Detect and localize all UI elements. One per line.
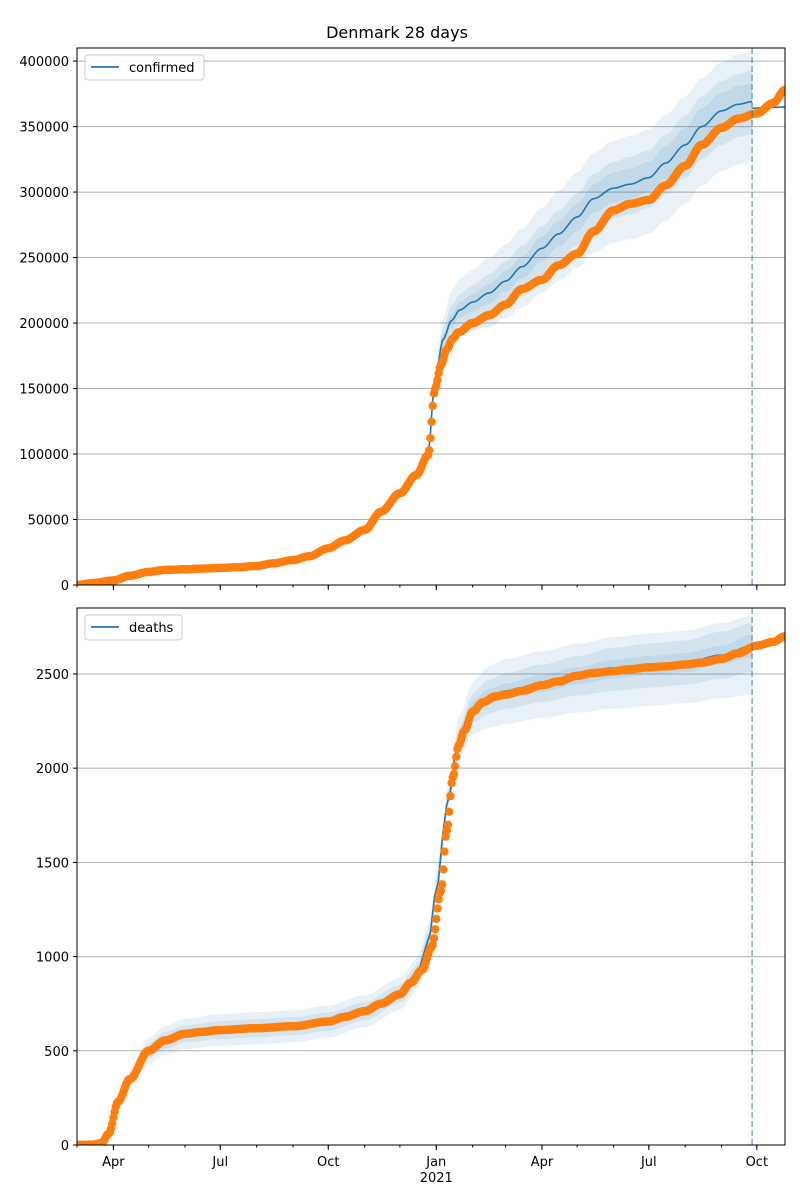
observed-point (449, 770, 459, 779)
bottom-gridlines (77, 673, 785, 1052)
top-panel: 0 50000 100000 150000 200000 250000 300000 3500… (19, 47, 786, 594)
confidence-band (108, 623, 753, 1136)
x-tick-label: Oct (317, 1155, 339, 1170)
y-tick-label: 0 (61, 1139, 69, 1154)
confidence-band (428, 50, 753, 455)
observed-point (780, 632, 785, 641)
observed-point (429, 934, 439, 943)
observed-point (436, 886, 446, 895)
y-tick-label: 150000 (19, 383, 69, 398)
observed-point (443, 820, 453, 830)
x-tick-label: Jan (425, 1155, 446, 1170)
y-tick-label: 0 (61, 579, 69, 594)
observed-point (434, 895, 443, 904)
observed-point (430, 925, 440, 934)
y-tick-label: 100000 (19, 448, 69, 463)
observed-point (428, 940, 437, 949)
x-tick-label: Jul (211, 1155, 228, 1170)
top-legend-label: confirmed (129, 61, 195, 76)
observed-point (441, 832, 450, 841)
observed-point (425, 446, 434, 455)
x-tick-label: Apr (531, 1155, 554, 1170)
bottom-legend-label: deaths (129, 621, 174, 636)
bottom-y-ticks: 0 500 1000 1500 2000 2500 (36, 668, 77, 1154)
year-label: 2021 (420, 1171, 453, 1186)
observed-point (432, 914, 441, 924)
top-legend: confirmed (84, 54, 205, 81)
chart-title: Denmark 28 days (326, 23, 468, 42)
bottom-legend: deaths (84, 614, 183, 641)
y-tick-label: 300000 (19, 186, 69, 201)
observed-point (426, 433, 435, 443)
y-tick-label: 1000 (36, 951, 69, 966)
y-tick-label: 250000 (19, 252, 69, 267)
y-tick-label: 2500 (36, 668, 69, 683)
y-tick-label: 1500 (36, 856, 69, 871)
observed-point (433, 904, 442, 913)
observed-point (780, 85, 785, 95)
observed-point (433, 376, 442, 385)
observed-point (450, 762, 460, 771)
observed-point (452, 752, 461, 762)
top-confidence-bands (428, 50, 753, 455)
bottom-axes-frame (76, 607, 786, 1146)
x-tick-label: Oct (746, 1155, 768, 1170)
bottom-x-ticks: Apr Jul Oct Jan Apr Jul Oct (76, 1145, 768, 1170)
top-observed-points (77, 85, 785, 585)
observed-point (437, 880, 447, 889)
top-y-ticks: 0 50000 100000 150000 200000 250000 300000 3500… (19, 55, 77, 594)
x-tick-label: Apr (102, 1155, 125, 1170)
y-tick-label: 50000 (28, 514, 69, 529)
confidence-band (428, 70, 753, 455)
y-tick-label: 400000 (19, 55, 69, 70)
observed-point (439, 865, 448, 874)
top-axes-frame (76, 47, 786, 586)
observed-point (428, 401, 437, 411)
y-tick-label: 500 (44, 1045, 69, 1060)
observed-point (427, 417, 436, 427)
y-tick-label: 200000 (19, 317, 69, 332)
observed-point (446, 791, 455, 801)
y-tick-label: 2000 (36, 762, 69, 777)
bottom-observed-points (77, 632, 785, 1145)
confidence-band (428, 83, 753, 455)
y-tick-label: 350000 (19, 121, 69, 136)
bottom-panel: 0 500 1000 1500 2000 2500 Apr Jul Oct Jan Apr Jul O… (36, 607, 786, 1170)
x-tick-label: Jul (640, 1155, 657, 1170)
top-x-ticks (76, 585, 758, 590)
model-line (427, 100, 753, 455)
observed-point (440, 847, 449, 856)
observed-point (444, 807, 454, 816)
